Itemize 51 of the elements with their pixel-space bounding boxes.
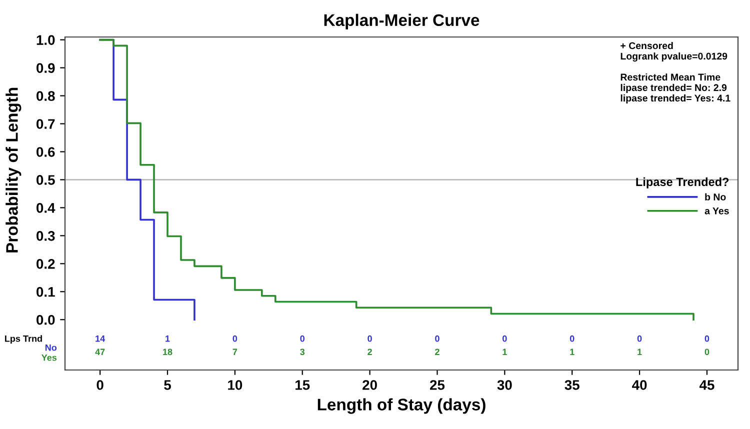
y-tick-label: 0.9 [36,63,55,73]
x-axis-title: Length of Stay (days) [318,398,486,414]
text: No [45,344,57,351]
x-tick-label: 20 [362,380,377,390]
annotation: 3 [300,348,305,356]
chart-title: Kaplan-Meier Curve [324,14,480,30]
text: b No [705,193,726,200]
annotation: 0 [368,335,372,342]
x-tick-label: 35 [564,380,580,390]
annotation: 0 [704,348,710,356]
y-tick-label: 0.0 [36,314,55,325]
x-tick-label: 30 [497,380,512,390]
y-tick-label: 0.7 [36,119,55,129]
y-tick-label: 0.4 [36,203,56,213]
annotation: 1 [570,348,574,356]
annotation: 0 [704,335,710,342]
y-tick-label: 0.1 [36,286,55,297]
annotation: 0 [637,335,642,342]
annotation: 0 [232,335,238,342]
y-tick-label: 0.3 [36,231,55,241]
annotation: 0 [570,335,574,342]
annotation: 2 [368,348,372,356]
y-tick-label: 1.0 [36,35,55,45]
annotation: 2 [435,348,440,356]
text: Lps Trnd [5,335,42,344]
y-tick-label: 0.5 [36,175,55,185]
annotation: 18 [163,348,172,356]
x-tick-label: 5 [164,380,171,390]
annotation: 1 [502,348,507,356]
y-axis-title: Probability of Length [6,88,22,252]
x-tick-label: 40 [632,380,647,390]
x-tick-label: 25 [430,380,445,390]
y-tick-label: 0.6 [36,147,55,157]
text: + Censored Logrank pvalue=0.0129 Restricted Mean Time lipase trended= No: 2.9 lipase trended= Yes: 4.1 [620,42,730,104]
legend-title: Lipase Trended? [636,177,729,188]
annotation: 0 [435,335,440,342]
text: a Yes [704,208,729,214]
x-tick-label: 15 [296,380,310,390]
annotation: 14 [96,335,106,342]
annotation: 0 [502,335,507,342]
annotation: 0 [300,335,305,342]
x-tick-label: 45 [699,380,714,390]
text: Yes [42,354,57,361]
x-tick-label: 10 [228,380,242,390]
annotation: 1 [638,348,642,356]
y-tick-label: 0.2 [36,259,55,269]
annotation: 7 [232,348,238,356]
annotation: 1 [166,335,170,342]
y-tick-label: 0.8 [36,91,55,101]
x-tick-label: 0 [96,380,104,390]
annotation: 47 [95,348,105,356]
